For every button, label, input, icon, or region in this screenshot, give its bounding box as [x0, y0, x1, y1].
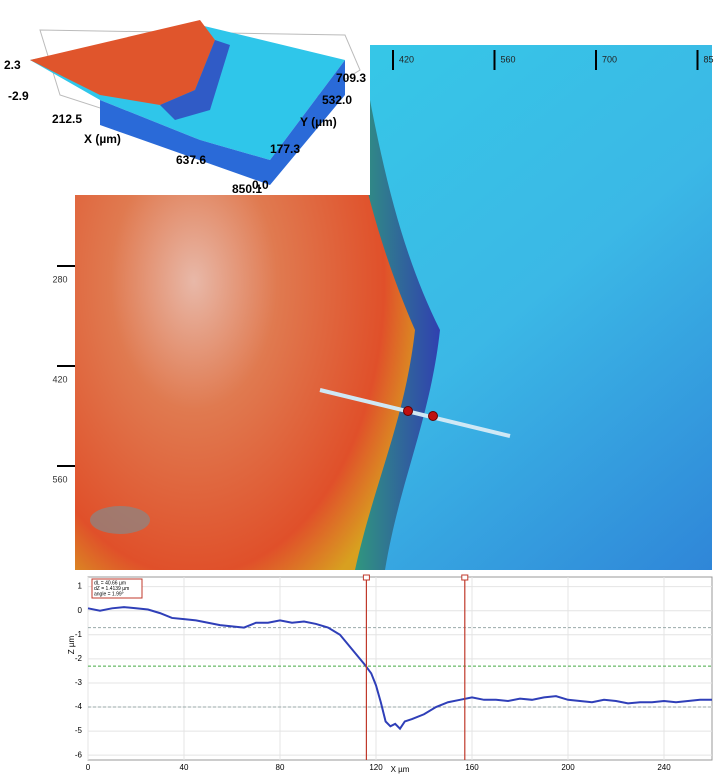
z-tick-label: -2.9 [8, 89, 29, 103]
surface-side [100, 60, 345, 185]
y-tick-label: -3 [75, 678, 83, 687]
x-tick-label: 85 [704, 54, 714, 64]
y-tick-label: -4 [75, 702, 83, 711]
measure-line [319, 388, 511, 438]
y-tick-label: 0 [78, 606, 83, 615]
y-tick-label: 560 [52, 474, 67, 484]
annotation: dZ = 1.4139 µm [94, 586, 129, 592]
x-tick-label: 40 [180, 763, 189, 772]
x-axis-label: X (µm) [84, 132, 121, 146]
y-tick-label: 177.3 [270, 142, 300, 156]
x-tick-label: 560 [501, 54, 516, 64]
x-tick-label: 240 [657, 763, 671, 772]
x-tick-label: 160 [465, 763, 479, 772]
x-axis-label: X µm [391, 765, 410, 774]
x-tick-label: 80 [276, 763, 285, 772]
y-tick-label: -5 [75, 726, 83, 735]
cursor-handle [362, 574, 370, 581]
measure-point [403, 406, 413, 416]
profile-line [87, 606, 712, 731]
y-tick-label: 280 [52, 274, 67, 284]
surface-view: 2.3 -2.9 212.5 X (µm) 637.6 850.1 709.3 … [0, 0, 370, 196]
y-axis-label: Y (µm) [300, 115, 337, 129]
x-tick-label: 420 [399, 54, 414, 64]
y-tick-label: 532.0 [322, 93, 352, 107]
y-tick-label: 420 [52, 374, 67, 384]
y-tick-label: 709.3 [336, 71, 366, 85]
y-tick-label: -6 [75, 750, 83, 759]
x-tick-label: 200 [561, 763, 575, 772]
debris [90, 506, 150, 534]
y-axis-label: Z µm [67, 635, 76, 654]
x-tick-label: 212.5 [52, 112, 82, 126]
surface-edge [160, 40, 230, 120]
annotation-box [91, 578, 143, 599]
annotation: dL = 40.66 µm [94, 580, 126, 586]
x-tick-label: 850.1 [232, 182, 262, 196]
x-tick-label: 120 [369, 763, 383, 772]
surface-high [30, 20, 215, 105]
x-tick-label: 0 [86, 763, 91, 772]
annotation: angle = 1.99° [94, 591, 124, 597]
y-tick-label: -2 [75, 654, 83, 663]
plot-area [87, 576, 713, 761]
y-tick-label: 0.0 [252, 178, 269, 192]
x-tick-label: 700 [602, 54, 617, 64]
measure-point [428, 411, 438, 421]
z-tick-label: 2.3 [4, 58, 21, 72]
cursor-handle [461, 574, 469, 581]
x-tick-label: 637.6 [176, 153, 206, 167]
y-tick-label: 1 [78, 582, 83, 591]
y-tick-label: -1 [75, 630, 83, 639]
